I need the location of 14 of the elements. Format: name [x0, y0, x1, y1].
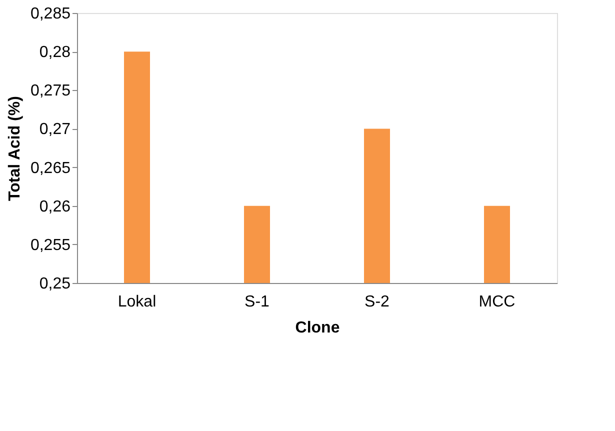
x-tick-label: S-2: [364, 294, 390, 310]
x-tick-label: S-1: [244, 294, 270, 310]
y-tick-label: 0,26: [39, 198, 71, 216]
y-tick-label: 0,27: [39, 121, 71, 138]
y-tick-label: 0,28: [39, 44, 71, 62]
y-tick-label: 0,275: [30, 82, 71, 100]
y-tick-label: 0,255: [30, 236, 71, 254]
x-tick-label: MCC: [478, 294, 516, 310]
x-axis-title: Clone: [295, 320, 340, 336]
y-tick-label: 0,265: [30, 160, 71, 177]
y-tick-label: 0,285: [30, 6, 71, 22]
x-tick-label: Lokal: [118, 294, 156, 310]
y-tick-label: 0,25: [39, 276, 71, 292]
y-axis-title: Total Acid (%): [6, 96, 24, 201]
